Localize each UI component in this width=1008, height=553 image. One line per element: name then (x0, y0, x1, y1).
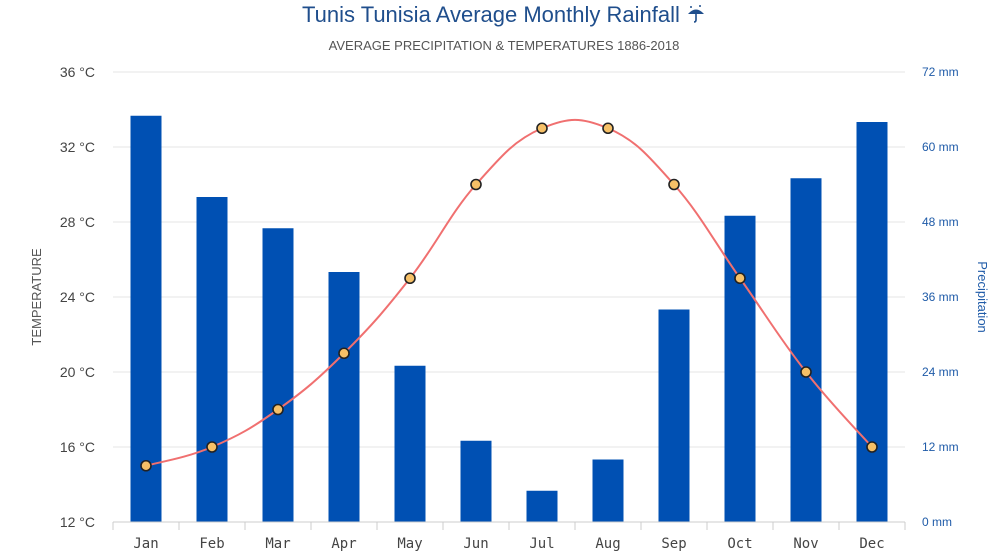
precipitation-bar-feb[interactable] (196, 197, 228, 522)
x-tick-label: Jan (133, 536, 158, 552)
y-right-tick-label: 36 mm (922, 290, 959, 304)
precipitation-bar-may[interactable] (394, 365, 426, 522)
precipitation-bar-dec[interactable] (856, 122, 888, 522)
precipitation-bar-sep[interactable] (658, 309, 690, 523)
x-axis: Jan Feb Mar Apr May Jun Jul Aug Sep Oct Nov Dec (112, 521, 906, 552)
precipitation-bar-aug[interactable] (592, 459, 624, 523)
y-axis-right-title: Precipitation (975, 261, 990, 333)
x-tick-label: May (397, 536, 422, 552)
temperature-point-apr[interactable] (338, 347, 350, 360)
x-tick-label: Nov (793, 536, 818, 552)
precipitation-bar-jun[interactable] (460, 440, 492, 522)
gridlines (113, 71, 905, 523)
y-left-tick-label: 20 °C (60, 364, 95, 380)
x-tick-label: Sep (661, 536, 686, 552)
temperature-point-dec[interactable] (866, 441, 878, 453)
y-right-tick-label: 24 mm (922, 365, 959, 379)
y-left-tick-label: 28 °C (60, 214, 95, 230)
x-tick-label: Jun (463, 536, 488, 552)
precipitation-bar-mar[interactable] (262, 228, 294, 522)
temperature-point-jul[interactable] (536, 122, 548, 135)
chart-subtitle: AVERAGE PRECIPITATION & TEMPERATURES 188… (328, 38, 680, 53)
temperature-point-oct[interactable] (734, 272, 746, 285)
y-left-tick-label: 24 °C (60, 289, 95, 305)
chart-title-text: Tunis Tunisia Average Monthly Rainfall (302, 2, 680, 27)
x-tick-label: Feb (199, 536, 224, 552)
x-tick-label: Jul (529, 536, 554, 552)
y-axis-left: 36 °C 32 °C 28 °C 24 °C 20 °C 16 °C 12 °C (60, 64, 95, 530)
temperature-series-line (145, 118, 873, 467)
precipitation-bar-nov[interactable] (790, 178, 822, 522)
x-tick-label: Dec (859, 536, 884, 552)
x-tick-label: Oct (727, 536, 752, 552)
x-tick-label: Apr (331, 536, 356, 552)
precipitation-bar-apr[interactable] (328, 272, 360, 522)
temperature-point-mar[interactable] (272, 403, 284, 416)
temperature-point-jun[interactable] (470, 178, 482, 191)
y-left-tick-label: 32 °C (60, 139, 95, 155)
y-axis-left-title: TEMPERATURE (29, 248, 44, 346)
precipitation-bar-jul[interactable] (526, 490, 558, 522)
precipitation-bars (130, 115, 888, 523)
x-tick-label: Aug (595, 536, 620, 552)
temperature-line (140, 118, 878, 472)
y-right-tick-label: 0 mm (922, 515, 952, 529)
temperature-point-jan[interactable] (140, 459, 152, 472)
temperature-point-sep[interactable] (668, 178, 680, 191)
y-left-tick-label: 36 °C (60, 64, 95, 80)
precipitation-bar-oct[interactable] (724, 215, 756, 522)
y-right-tick-label: 72 mm (922, 65, 959, 79)
temperature-point-feb[interactable] (206, 441, 218, 453)
y-right-tick-label: 12 mm (922, 440, 959, 454)
y-right-tick-label: 60 mm (922, 140, 959, 154)
y-right-tick-label: 48 mm (922, 215, 959, 229)
precipitation-bar-jan[interactable] (130, 115, 162, 522)
y-axis-right: 72 mm 60 mm 48 mm 36 mm 24 mm 12 mm 0 mm (922, 65, 959, 529)
umbrella-rain-icon (688, 5, 704, 23)
y-left-tick-label: 16 °C (60, 439, 95, 455)
y-left-tick-label: 12 °C (60, 514, 95, 530)
x-tick-label: Mar (265, 536, 290, 552)
temperature-point-may[interactable] (404, 272, 416, 285)
temperature-point-aug[interactable] (602, 122, 614, 135)
chart-title: Tunis Tunisia Average Monthly Rainfall (0, 2, 1008, 28)
temperature-point-nov[interactable] (800, 366, 812, 378)
